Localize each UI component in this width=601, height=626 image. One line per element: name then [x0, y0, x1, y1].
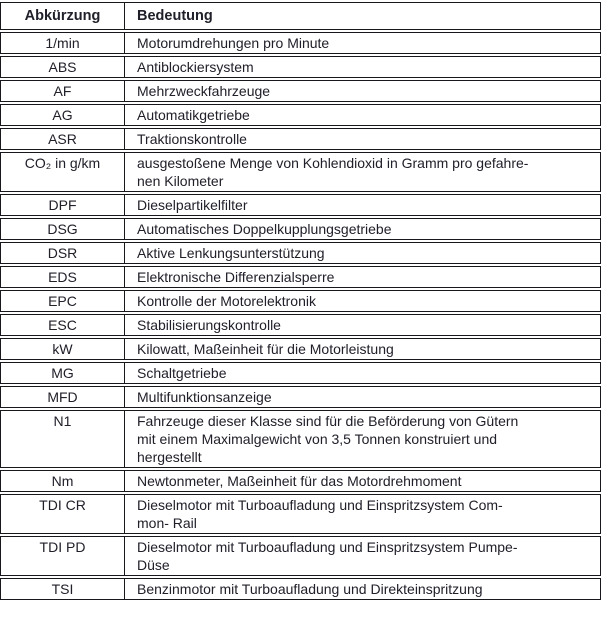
meaning-cell: Kilowatt, Maßeinheit für die Motorleistu…: [125, 338, 601, 360]
table-row: kW Kilowatt, Maßeinheit für die Motorlei…: [0, 338, 601, 360]
meaning-cell: Kontrolle der Motorelektronik: [125, 290, 601, 312]
abbreviation-cell: MG: [0, 362, 125, 384]
table-row: Nm Newtonmeter, Maßeinheit für das Motor…: [0, 470, 601, 492]
table-row: AF Mehrzweckfahrzeuge: [0, 80, 601, 102]
table-row: DSR Aktive Lenkungsunterstützung: [0, 242, 601, 264]
meaning-column-header: Bedeutung: [125, 2, 601, 30]
meaning-cell: ausgestoßene Menge von Kohlendioxid in G…: [125, 152, 601, 192]
abbreviation-cell: DSG: [0, 218, 125, 240]
abbreviation-cell: 1/min: [0, 32, 125, 54]
abbreviation-cell: TDI CR: [0, 494, 125, 534]
abbreviation-cell: AG: [0, 104, 125, 126]
meaning-cell: Automatikgetriebe: [125, 104, 601, 126]
abbreviation-cell: TDI PD: [0, 536, 125, 576]
table-body: 1/min Motorumdrehungen pro Minute ABS An…: [0, 32, 601, 600]
abbreviation-cell: kW: [0, 338, 125, 360]
table-row: TDI CR Dieselmotor mit Turboaufladung un…: [0, 494, 601, 534]
meaning-cell: Motorumdrehungen pro Minute: [125, 32, 601, 54]
table-row: 1/min Motorumdrehungen pro Minute: [0, 32, 601, 54]
meaning-cell: Multifunktionsanzeige: [125, 386, 601, 408]
abbreviation-cell: AF: [0, 80, 125, 102]
abbreviation-cell: EDS: [0, 266, 125, 288]
table-row: TDI PD Dieselmotor mit Turboaufladung un…: [0, 536, 601, 576]
table-row: TSI Benzinmotor mit Turboaufladung und D…: [0, 578, 601, 600]
table-row: DSG Automatisches Doppelkupplungsgetrieb…: [0, 218, 601, 240]
table-row: MG Schaltgetriebe: [0, 362, 601, 384]
table-row: ESC Stabilisierungskontrolle: [0, 314, 601, 336]
table-row: DPF Dieselpartikelfilter: [0, 194, 601, 216]
abbreviation-cell: ABS: [0, 56, 125, 78]
meaning-cell: Elektronische Differenzialsperre: [125, 266, 601, 288]
meaning-cell: Fahrzeuge dieser Klasse sind für die Bef…: [125, 410, 601, 468]
table-row: CO₂ in g/km ausgestoßene Menge von Kohle…: [0, 152, 601, 192]
meaning-cell: Dieselpartikelfilter: [125, 194, 601, 216]
table-row: EDS Elektronische Differenzialsperre: [0, 266, 601, 288]
manual-page: Abkürzung Bedeutung 1/min Motorumdrehung…: [0, 2, 601, 600]
abbreviation-cell: DSR: [0, 242, 125, 264]
table-row: EPC Kontrolle der Motorelektronik: [0, 290, 601, 312]
table-row: ABS Antiblockiersystem: [0, 56, 601, 78]
abbreviation-cell: MFD: [0, 386, 125, 408]
meaning-cell: Dieselmotor mit Turboaufladung und Einsp…: [125, 494, 601, 534]
meaning-cell: Antiblockiersystem: [125, 56, 601, 78]
header-row: Abkürzung Bedeutung: [0, 2, 601, 30]
abbreviation-column-header: Abkürzung: [0, 2, 125, 30]
meaning-cell: Newtonmeter, Maßeinheit für das Motordre…: [125, 470, 601, 492]
abbreviations-table: Abkürzung Bedeutung 1/min Motorumdrehung…: [0, 2, 601, 600]
abbreviation-cell: ASR: [0, 128, 125, 150]
table-row: MFD Multifunktionsanzeige: [0, 386, 601, 408]
abbreviation-cell: CO₂ in g/km: [0, 152, 125, 192]
table-row: ASR Traktionskontrolle: [0, 128, 601, 150]
table-row: N1 Fahrzeuge dieser Klasse sind für die …: [0, 410, 601, 468]
abbreviation-cell: Nm: [0, 470, 125, 492]
abbreviation-cell: ESC: [0, 314, 125, 336]
meaning-cell: Schaltgetriebe: [125, 362, 601, 384]
meaning-cell: Automatisches Doppelkupplungsgetriebe: [125, 218, 601, 240]
meaning-cell: Stabilisierungskontrolle: [125, 314, 601, 336]
abbreviation-cell: N1: [0, 410, 125, 468]
meaning-cell: Benzinmotor mit Turboaufladung und Direk…: [125, 578, 601, 600]
abbreviation-cell: DPF: [0, 194, 125, 216]
abbreviation-cell: EPC: [0, 290, 125, 312]
meaning-cell: Traktionskontrolle: [125, 128, 601, 150]
meaning-cell: Dieselmotor mit Turboaufladung und Einsp…: [125, 536, 601, 576]
table-row: AG Automatikgetriebe: [0, 104, 601, 126]
abbreviation-cell: TSI: [0, 578, 125, 600]
meaning-cell: Aktive Lenkungsunterstützung: [125, 242, 601, 264]
meaning-cell: Mehrzweckfahrzeuge: [125, 80, 601, 102]
